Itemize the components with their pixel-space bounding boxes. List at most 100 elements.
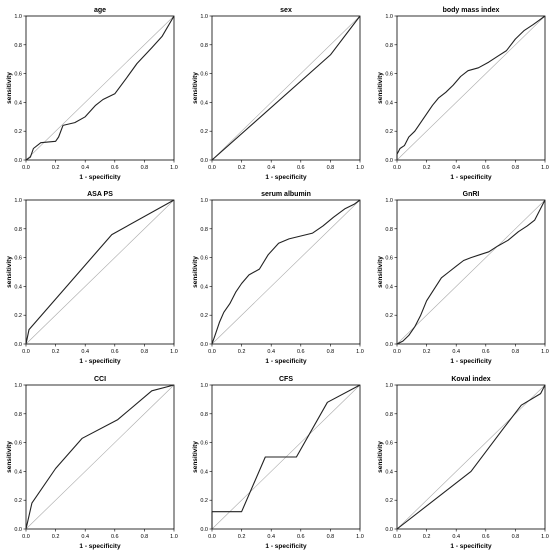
roc-chart-1: sex 0.0 0.2 0.4 0.6 0.8 1.0 0.0 0.2 0.4 0.6 0.8 1.0 1…	[192, 7, 364, 181]
x-axis-label: 1 - specificity	[79, 174, 121, 181]
roc-curve-0	[396, 199, 546, 345]
x-tick-label: 0.2	[423, 165, 431, 171]
reference-diagonal	[396, 199, 546, 345]
x-tick-label: 0.2	[238, 534, 246, 540]
y-tick-label: 0.0	[14, 158, 22, 164]
x-tick-label: 1.0	[541, 534, 549, 540]
y-tick-label: 0.8	[14, 412, 22, 418]
x-tick-label: 0.6	[297, 165, 305, 171]
y-tick-label: 0.6	[14, 256, 22, 262]
y-tick-label: 0.0	[14, 527, 22, 533]
x-tick-label: 0.4	[452, 534, 460, 540]
x-tick-label: 0.6	[297, 534, 305, 540]
x-tick-label: 0.8	[327, 534, 335, 540]
x-axis-label: 1 - specificity	[450, 358, 492, 365]
y-tick-label: 0.4	[14, 100, 22, 106]
y-tick-label: 0.4	[200, 284, 208, 290]
x-tick-label: 0.0	[393, 165, 401, 171]
x-tick-label: 0.8	[512, 534, 520, 540]
y-tick-label: 0.4	[200, 100, 208, 106]
y-tick-label: 0.4	[385, 100, 393, 106]
y-tick-label: 0.2	[385, 498, 393, 504]
y-tick-label: 1.0	[200, 383, 208, 389]
roc-curve-0	[396, 15, 546, 160]
y-tick-label: 0.0	[200, 158, 208, 164]
x-tick-label: 0.8	[327, 165, 335, 171]
x-tick-label: 0.2	[238, 165, 246, 171]
y-tick-label: 0.0	[14, 342, 22, 348]
roc-curve-0	[25, 199, 175, 345]
y-axis-label: sensitivity	[6, 441, 13, 473]
reference-diagonal	[25, 15, 175, 161]
x-tick-label: 1.0	[170, 349, 178, 355]
y-axis-label: sensitivity	[192, 72, 199, 104]
roc-chart-4: serum albumin 0.0 0.2 0.4 0.6 0.8 1.0 0.0 0.2 0.4…	[192, 191, 364, 365]
y-tick-label: 0.6	[385, 72, 393, 78]
x-tick-label: 0.8	[512, 165, 520, 171]
y-axis-label: sensitivity	[192, 441, 199, 473]
x-axis-label: 1 - specificity	[265, 174, 307, 181]
chart-title: CCI	[94, 376, 106, 383]
roc-curve-0	[25, 15, 175, 161]
chart-title: age	[94, 7, 106, 14]
y-tick-label: 0.6	[385, 256, 393, 262]
y-tick-label: 1.0	[200, 14, 208, 20]
roc-chart-5: GnRI 0.0 0.2 0.4 0.6 0.8 1.0 0.0 0.2 0.4 0.6 0.8 1.0…	[377, 191, 549, 365]
y-axis-label: sensitivity	[192, 256, 199, 288]
x-tick-label: 1.0	[356, 349, 364, 355]
x-tick-label: 1.0	[170, 534, 178, 540]
y-tick-label: 0.2	[14, 129, 22, 135]
x-tick-label: 0.6	[111, 165, 119, 171]
x-tick-label: 0.8	[327, 349, 335, 355]
x-axis-label: 1 - specificity	[265, 358, 307, 365]
roc-chart-7: CFS 0.0 0.2 0.4 0.6 0.8 1.0 0.0 0.2 0.4 0.6 0.8 1.0 1…	[192, 376, 364, 550]
y-tick-label: 0.0	[200, 527, 208, 533]
roc-chart-8: Koval index 0.0 0.2 0.4 0.6 0.8 1.0 0.0 0.2 0.4 0.…	[377, 376, 549, 550]
chart-title: GnRI	[463, 191, 480, 198]
x-tick-label: 0.6	[482, 534, 490, 540]
x-tick-label: 0.4	[452, 349, 460, 355]
x-tick-label: 1.0	[541, 349, 549, 355]
roc-curve-0	[211, 15, 361, 161]
x-axis-label: 1 - specificity	[79, 543, 121, 550]
reference-diagonal	[211, 199, 361, 345]
x-tick-label: 0.2	[52, 165, 60, 171]
roc-curve-0	[25, 384, 175, 530]
x-tick-label: 0.8	[141, 349, 149, 355]
chart-title: CFS	[279, 376, 293, 383]
x-tick-label: 0.0	[208, 165, 216, 171]
x-tick-label: 0.4	[267, 349, 275, 355]
y-tick-label: 0.6	[385, 441, 393, 447]
reference-diagonal	[396, 384, 546, 530]
x-tick-label: 1.0	[356, 165, 364, 171]
x-tick-label: 0.6	[111, 534, 119, 540]
y-tick-label: 0.4	[385, 469, 393, 475]
x-tick-label: 1.0	[170, 165, 178, 171]
roc-chart-6: CCI 0.0 0.2 0.4 0.6 0.8 1.0 0.0 0.2 0.4 0.6 0.8 1.0 1…	[6, 376, 178, 550]
roc-curve-0	[211, 199, 361, 345]
x-tick-label: 0.4	[267, 534, 275, 540]
y-tick-label: 0.8	[200, 43, 208, 49]
x-tick-label: 0.2	[423, 534, 431, 540]
y-tick-label: 0.6	[200, 72, 208, 78]
roc-chart-3: ASA PS 0.0 0.2 0.4 0.6 0.8 1.0 0.0 0.2 0.4 0.6 0.8 1…	[6, 191, 178, 365]
y-tick-label: 0.6	[14, 72, 22, 78]
y-tick-label: 0.8	[14, 227, 22, 233]
y-tick-label: 1.0	[14, 198, 22, 204]
y-tick-label: 0.2	[200, 498, 208, 504]
y-tick-label: 0.2	[14, 498, 22, 504]
x-tick-label: 1.0	[541, 165, 549, 171]
chart-title: sex	[280, 7, 292, 14]
y-tick-label: 0.2	[14, 313, 22, 319]
y-tick-label: 0.4	[14, 284, 22, 290]
y-axis-label: sensitivity	[377, 72, 384, 104]
y-tick-label: 1.0	[14, 383, 22, 389]
y-axis-label: sensitivity	[6, 256, 13, 288]
y-axis-label: sensitivity	[6, 72, 13, 104]
y-tick-label: 0.2	[200, 129, 208, 135]
y-tick-label: 0.8	[200, 227, 208, 233]
y-tick-label: 1.0	[14, 14, 22, 20]
y-tick-label: 0.6	[14, 441, 22, 447]
